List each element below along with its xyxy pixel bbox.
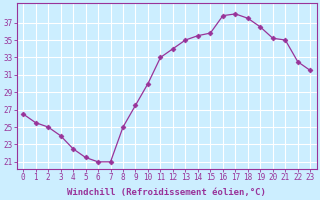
X-axis label: Windchill (Refroidissement éolien,°C): Windchill (Refroidissement éolien,°C) <box>67 188 266 197</box>
